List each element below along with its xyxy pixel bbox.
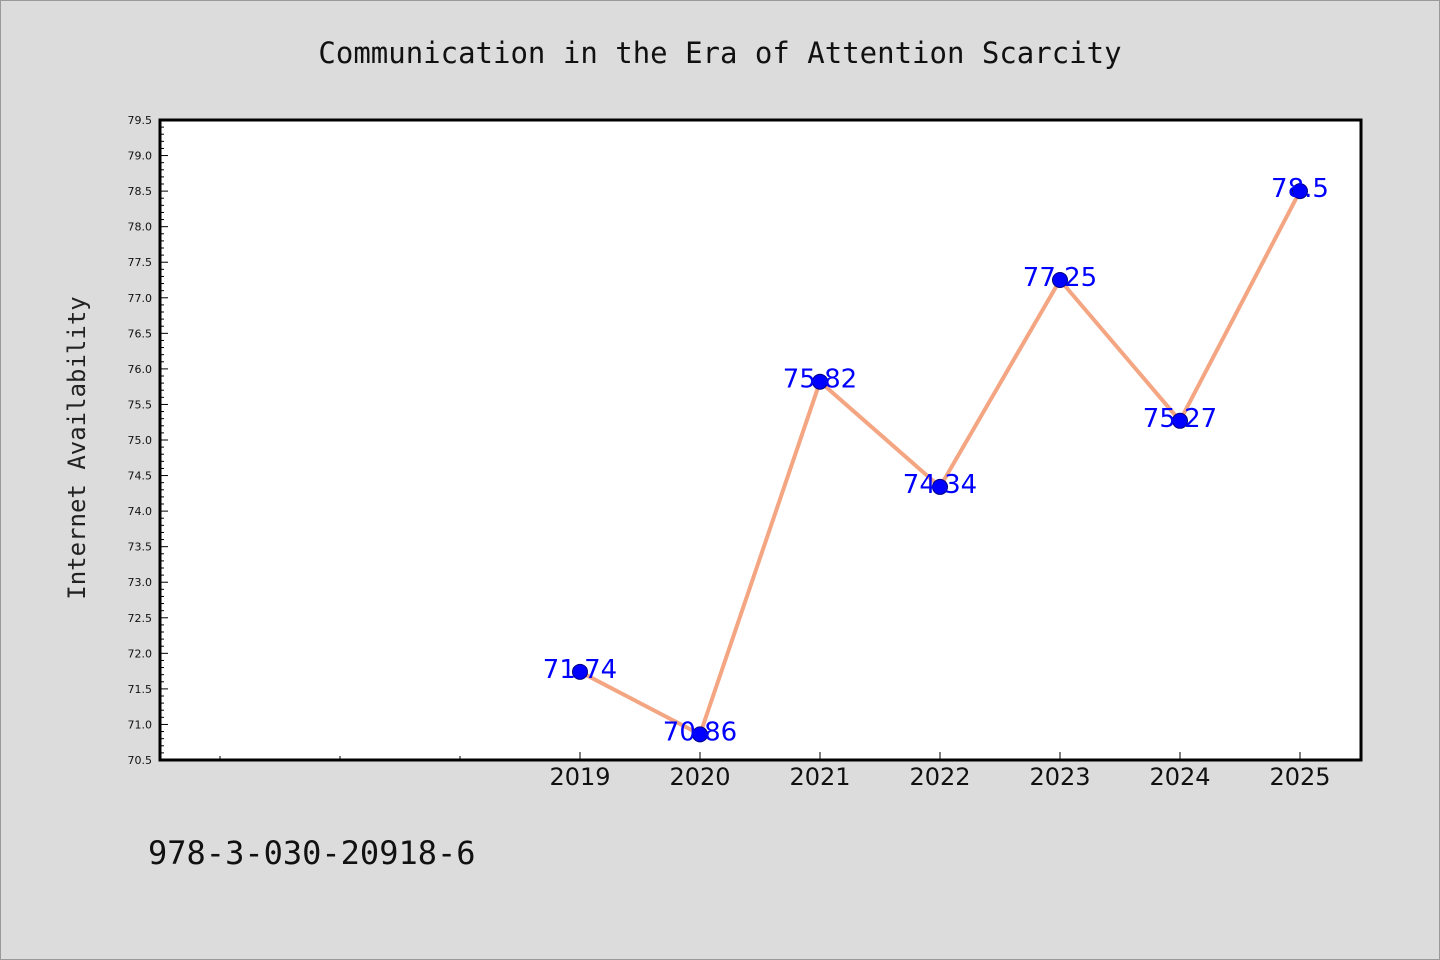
y-tick-label: 74.5	[128, 470, 153, 483]
y-tick-label: 73.0	[128, 576, 153, 589]
y-tick-label: 72.5	[128, 612, 153, 625]
y-tick-label: 71.5	[128, 683, 153, 696]
data-label: 70.86	[663, 717, 737, 747]
y-tick-label: 78.5	[128, 185, 153, 198]
y-tick-label: 78.0	[128, 221, 153, 234]
y-tick-label: 77.0	[128, 292, 153, 305]
data-label: 77.25	[1023, 263, 1097, 293]
y-tick-label: 72.0	[128, 647, 153, 660]
x-tick-label: 2023	[1029, 763, 1090, 791]
data-point	[1172, 412, 1188, 429]
data-label: 78.5	[1271, 174, 1329, 204]
y-tick-label: 75.0	[128, 434, 153, 447]
y-tick-label: 79.0	[128, 150, 153, 163]
data-point	[1292, 183, 1308, 200]
x-tick-label: 2025	[1269, 763, 1330, 791]
data-point	[692, 726, 708, 743]
x-tick-label: 2019	[549, 763, 610, 791]
y-tick-label: 71.0	[128, 718, 153, 731]
x-tick-label: 2024	[1149, 763, 1210, 791]
y-tick-label: 77.5	[128, 256, 153, 269]
y-tick-label: 74.0	[128, 505, 153, 518]
x-axis: 2019 2020 2021 2022 2023 2024 2025	[219, 752, 1331, 791]
y-tick-label: 76.5	[128, 327, 153, 340]
data-label: 75.27	[1143, 404, 1217, 434]
data-point	[1052, 272, 1068, 288]
plot-area	[158, 118, 1363, 762]
x-tick-label: 2022	[909, 763, 970, 791]
data-markers	[572, 183, 1308, 743]
x-tick-label: 2021	[789, 763, 850, 791]
data-point	[932, 478, 948, 495]
data-label: 75.82	[783, 365, 857, 395]
x-tick-label: 2020	[669, 763, 730, 791]
data-point	[572, 663, 588, 680]
y-tick-label: 75.5	[128, 398, 153, 411]
data-label: 71.74	[543, 655, 617, 685]
y-tick-label: 76.0	[128, 363, 153, 376]
data-labels: 71.74 70.86 75.82 74.34 77.25 75.27 78.5	[543, 174, 1329, 747]
y-axis: 70.5 71.0 71.5 72.0 72.5 73.0 73.5 74.0 74.5 75.0…	[128, 114, 168, 767]
y-tick-label: 79.5	[128, 114, 153, 127]
y-axis-label: Internet Availability	[63, 296, 91, 599]
y-tick-label: 73.5	[128, 541, 153, 554]
data-point	[812, 373, 828, 390]
footer-code: 978-3-030-20918-6	[148, 834, 476, 872]
y-tick-label: 70.5	[128, 754, 153, 767]
chart-title: Communication in the Era of Attention Sc…	[318, 36, 1121, 70]
data-label: 74.34	[903, 470, 977, 500]
